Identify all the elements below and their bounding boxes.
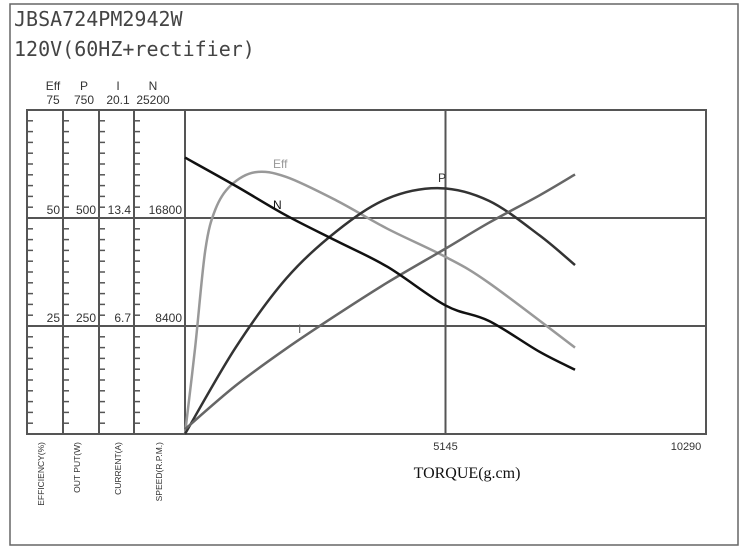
axis-header-eff: Eff — [46, 79, 61, 93]
plot-frame — [26, 109, 707, 435]
axis-max-label-eff: 75 — [46, 93, 60, 107]
chart-title: JBSA724PM2942W — [14, 7, 184, 31]
series-label-p: P — [438, 171, 446, 185]
axis-tick-label-i: 6.7 — [114, 311, 131, 325]
axis-tick-label-eff: 25 — [47, 311, 61, 325]
series-label-eff: Eff — [273, 157, 288, 171]
axis-header-p: P — [80, 79, 88, 93]
axis-label-eff: EFFICIENCY(%) — [36, 442, 46, 506]
series-line-n — [184, 156, 576, 371]
x-axis-label: TORQUE(g.cm) — [414, 465, 521, 482]
x-tick-label: 5145 — [433, 441, 457, 453]
axis-tick-label-p: 250 — [76, 311, 96, 325]
series-line-p — [183, 186, 576, 435]
outer-frame — [9, 3, 739, 546]
series-line-eff — [183, 170, 576, 435]
axis-tick-label-n: 8400 — [155, 311, 182, 325]
axis-tick-label-n: 16800 — [149, 203, 183, 217]
axis-tick-label-eff: 50 — [47, 203, 61, 217]
axis-header-n: N — [149, 79, 158, 93]
axis-tick-label-p: 500 — [76, 203, 96, 217]
series-line-i — [184, 173, 576, 431]
chart-subtitle: 120V(60HZ+rectifier) — [14, 37, 255, 61]
series-label-n: N — [273, 198, 282, 212]
series-label-i: I — [298, 322, 301, 336]
axis-label-i: CURRENT(A) — [113, 442, 123, 495]
axis-header-i: I — [116, 79, 119, 93]
x-tick-label: 10290 — [671, 441, 702, 453]
axis-max-label-p: 750 — [74, 93, 94, 107]
axis-max-label-i: 20.1 — [106, 93, 130, 107]
axis-tick-label-i: 13.4 — [108, 203, 132, 217]
axis-label-n: SPEED(R.P.M.) — [154, 442, 164, 502]
axis-label-p: OUT PUT(W) — [72, 442, 82, 493]
axis-max-label-n: 25200 — [136, 93, 170, 107]
